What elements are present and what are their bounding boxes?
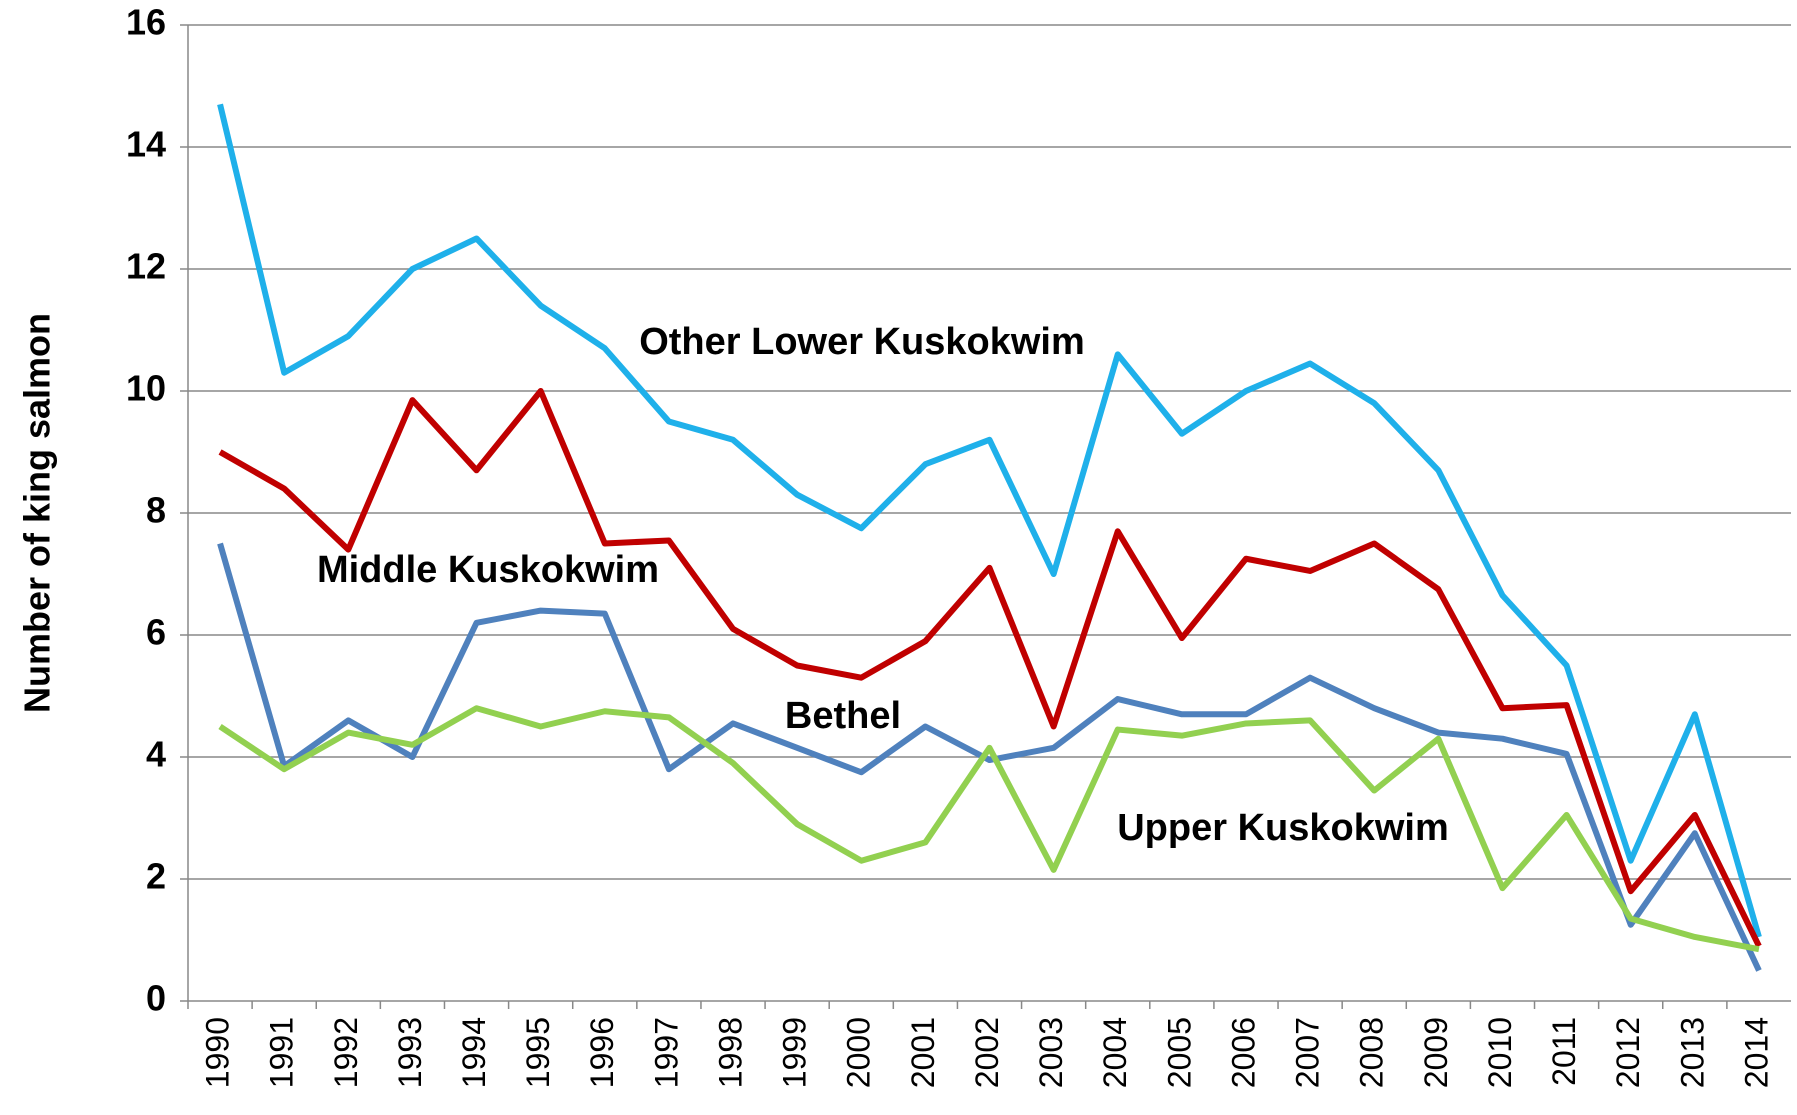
x-tick-label: 2012 <box>1610 1017 1646 1088</box>
series-label: Other Lower Kuskokwim <box>639 321 1085 363</box>
x-tick-label: 1992 <box>328 1017 364 1088</box>
x-tick-label: 2002 <box>969 1017 1005 1088</box>
y-tick-label: 0 <box>146 978 166 1019</box>
y-tick-label: 12 <box>126 246 166 287</box>
x-tick-label: 1996 <box>584 1017 620 1088</box>
y-tick-label: 4 <box>146 734 166 775</box>
x-tick-label: 2009 <box>1418 1017 1454 1088</box>
x-tick-label: 1999 <box>777 1017 813 1088</box>
x-tick-label: 2013 <box>1674 1017 1710 1088</box>
x-tick-label: 2008 <box>1354 1017 1390 1088</box>
series-label: Upper Kuskokwim <box>1117 807 1449 849</box>
y-tick-label: 2 <box>146 856 166 897</box>
x-tick-label: 2004 <box>1097 1017 1133 1088</box>
series-line <box>217 542 1762 972</box>
x-tick-label: 1990 <box>200 1017 236 1088</box>
x-tick-label: 1997 <box>648 1017 684 1088</box>
x-tick-label: 2011 <box>1546 1017 1582 1086</box>
x-tick-label: 1993 <box>392 1017 428 1088</box>
x-tick-label: 2007 <box>1290 1017 1326 1088</box>
series-label: Middle Kuskokwim <box>317 549 659 591</box>
x-tick-label: 2005 <box>1161 1017 1197 1088</box>
y-tick-label: 8 <box>146 490 166 531</box>
x-tick-label: 1998 <box>712 1017 748 1088</box>
x-tick-label: 1995 <box>520 1017 556 1088</box>
x-tick-label: 2014 <box>1738 1017 1774 1088</box>
series-line <box>218 388 1762 948</box>
y-tick-label: 16 <box>126 2 166 43</box>
x-tick-label: 2006 <box>1225 1017 1261 1088</box>
x-tick-label: 2000 <box>841 1017 877 1088</box>
y-tick-label: 6 <box>146 612 166 653</box>
series-label: Bethel <box>785 695 901 737</box>
x-tick-label: 1994 <box>456 1017 492 1088</box>
y-tick-label: 14 <box>126 124 166 165</box>
series-line <box>217 103 1762 938</box>
series-line <box>218 705 1760 953</box>
x-tick-label: 1991 <box>264 1017 300 1088</box>
y-tick-label: 10 <box>126 368 166 409</box>
y-axis-title: Number of king salmon <box>17 313 58 713</box>
x-tick-label: 2003 <box>1033 1017 1069 1088</box>
x-tick-label: 2010 <box>1482 1017 1518 1088</box>
x-tick-label: 2001 <box>905 1017 941 1088</box>
